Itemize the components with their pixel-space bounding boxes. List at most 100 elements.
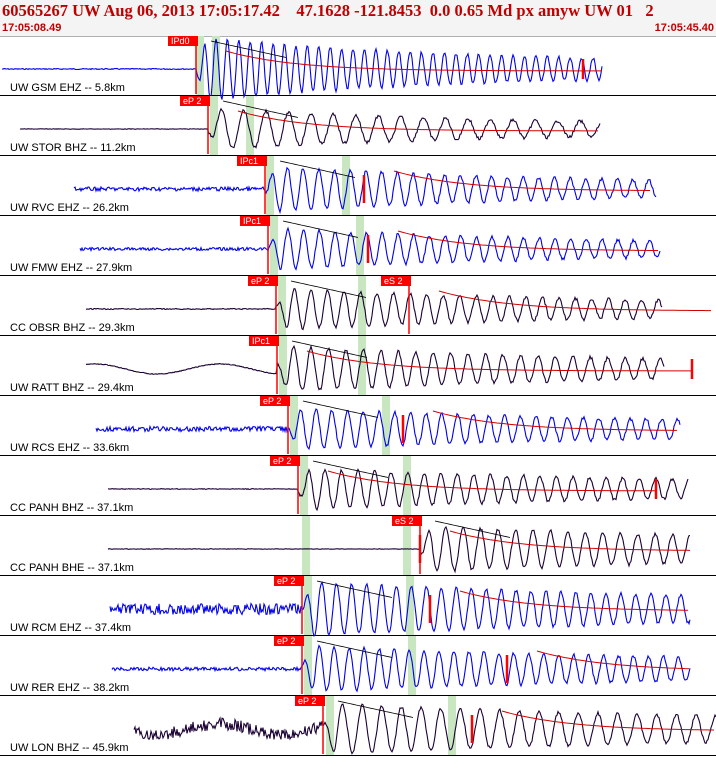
time-end-label: 17:05:45.40 [654,22,714,34]
time-window-band [300,456,308,515]
coda-decay-curve [432,410,677,431]
waveform-trace [79,226,661,271]
channel-row[interactable]: eP 2 UW RCM EHZ -- 37.4km [0,576,716,637]
amplitude-curve [337,700,414,718]
amplitude-curve [282,220,359,238]
waveform-trace [85,344,665,391]
channel-row[interactable]: IPc1 UW RVC EHZ -- 26.2km [0,156,716,216]
channel-row[interactable]: eP 2 CC PANH BHZ -- 37.1km [0,456,716,516]
amplitude-curve [302,400,379,418]
phase-pick-marker[interactable] [274,576,304,586]
channel-row[interactable]: IPc1 UW FMW EHZ -- 27.9km [0,216,716,276]
phase-pick-marker[interactable] [237,156,267,166]
channel-row[interactable]: eP 2 UW RCS EHZ -- 33.6km [0,396,716,456]
phase-pick-marker[interactable] [295,696,325,706]
amplitude-curve [210,40,287,58]
time-window-band [302,516,310,575]
phase-pick-label: eP 2 [273,456,291,466]
phase-pick-marker[interactable] [249,336,279,346]
phase-pick-label: eS 2 [384,276,403,286]
coda-decay-curve [449,530,691,551]
time-window-band [448,696,456,755]
event-header: 60565267 UW Aug 06, 2013 17:05:17.42 47.… [0,0,716,37]
phase-pick-label: IPc1 [240,156,258,166]
phase-pick-marker[interactable] [248,276,278,286]
phase-pick-marker[interactable] [270,456,300,466]
phase-pick-label: IPd0 [171,36,190,46]
station-label: CC OBSR BHZ -- 29.3km [10,322,135,334]
time-start-label: 17:05:08.49 [2,22,62,34]
phase-pick-marker[interactable] [260,396,290,406]
waveform-trace [95,408,681,451]
channel-row[interactable]: IPd0 UW GSM EHZ -- 5.8km [0,36,716,100]
station-label: UW RCM EHZ -- 37.4km [10,622,131,634]
phase-pick-label: eP 2 [298,696,316,706]
time-window-band [278,276,286,335]
time-window-band [358,336,366,395]
waveform-trace [1,38,603,100]
coda-decay-curve [438,290,711,312]
waveform-trace [107,525,691,574]
station-label: UW RATT BHZ -- 29.4km [10,382,134,394]
phase-pick-label: eP 2 [263,396,281,406]
event-title: 60565267 UW Aug 06, 2013 17:05:17.42 47.… [2,1,654,20]
time-window-band [403,516,411,575]
channel-row[interactable]: eP 2 UW LON BHZ -- 45.9km [0,696,716,756]
channel-row[interactable]: eP 2 UW RER EHZ -- 38.2km [0,636,716,696]
amplitude-curve [316,640,393,658]
phase-pick-label: eP 2 [277,576,295,586]
time-window-band [266,156,274,215]
coda-decay-curve [237,110,598,132]
time-window-band [196,36,204,95]
time-window-band [279,336,287,395]
time-window-band [406,576,414,635]
time-window-band [342,156,350,215]
phase-pick-label: eP 2 [277,636,295,646]
phase-pick-label: eP 2 [251,276,269,286]
time-window-band [270,216,278,275]
time-window-band [358,276,366,335]
station-label: UW GSM EHZ -- 5.8km [10,82,125,94]
time-window-band [210,96,218,155]
channel-row[interactable]: eS 2 CC PANH BHE -- 37.1km [0,516,716,576]
coda-decay-curve [501,710,714,731]
amplitude-curve [316,580,393,598]
channel-row[interactable]: IPc1 UW RATT BHZ -- 29.4km [0,336,716,396]
channel-row[interactable]: eP 2 UW STOR BHZ -- 11.2km [0,96,716,156]
channel-row[interactable]: eP 2 eS 2 CC OBSR BHZ -- 29.3km [0,276,716,336]
waveform-trace [19,107,601,149]
time-window-band [290,396,298,455]
time-window-band [356,216,364,275]
phase-pick-marker[interactable] [168,36,198,46]
phase-pick-label: eP 2 [183,96,201,106]
station-label: UW RVC EHZ -- 26.2km [10,202,129,214]
seismogram-panel[interactable]: IPd0 UW GSM EHZ -- 5.8km eP 2 UW STOR BHZ -… [0,36,716,758]
phase-pick-marker[interactable] [180,96,210,106]
waveform-trace [73,166,657,215]
coda-decay-curve [397,230,658,251]
amplitude-curve [222,100,299,118]
coda-decay-curve [536,650,690,670]
station-label: CC PANH BHZ -- 37.1km [10,502,133,514]
station-label: UW RER EHZ -- 38.2km [10,682,129,694]
coda-decay-curve [306,350,691,372]
waveform-trace [111,644,691,693]
phase-pick-marker[interactable] [274,636,304,646]
time-window-band [304,576,312,635]
coda-decay-curve [225,50,602,72]
phase-pick-label: IPc1 [243,216,261,226]
station-label: CC PANH BHE -- 37.1km [10,562,134,574]
time-window-band [403,456,411,515]
time-window-band [408,636,416,695]
phase-pick-label: eS 2 [395,516,414,526]
phase-pick-marker[interactable] [381,276,411,286]
coda-decay-curve [393,170,650,191]
station-label: UW STOR BHZ -- 11.2km [10,142,136,154]
coda-decay-curve [459,590,688,611]
waveform-trace [85,288,663,331]
phase-pick-marker[interactable] [240,216,270,226]
waveform-trace [109,581,691,637]
phase-pick-marker[interactable] [392,516,422,526]
waveform-trace [133,703,716,755]
amplitude-curve [312,460,389,478]
